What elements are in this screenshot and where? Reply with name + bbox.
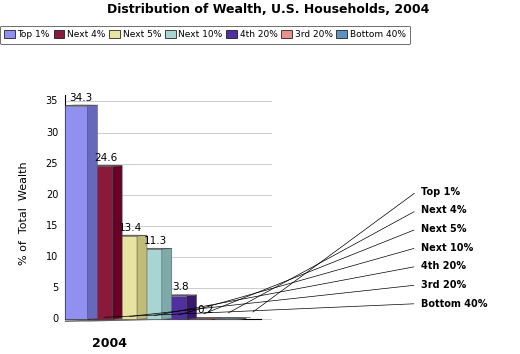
- Polygon shape: [162, 248, 172, 319]
- Text: 30: 30: [46, 127, 58, 137]
- Ellipse shape: [190, 317, 220, 318]
- Text: Bottom 40%: Bottom 40%: [421, 299, 488, 309]
- Title: Distribution of Wealth, U.S. Households, 2004: Distribution of Wealth, U.S. Households,…: [107, 2, 429, 16]
- Polygon shape: [89, 166, 112, 319]
- Ellipse shape: [116, 235, 146, 236]
- Polygon shape: [114, 235, 147, 236]
- Polygon shape: [139, 248, 172, 249]
- Text: 24.6: 24.6: [94, 153, 118, 163]
- Polygon shape: [114, 236, 137, 319]
- Polygon shape: [112, 166, 122, 319]
- Text: 3.8: 3.8: [172, 282, 189, 292]
- Text: 11.3: 11.3: [144, 236, 167, 246]
- Text: 2004: 2004: [93, 337, 127, 350]
- Text: 25: 25: [46, 159, 58, 169]
- Polygon shape: [65, 318, 251, 321]
- Text: Top 1%: Top 1%: [421, 187, 460, 197]
- Text: 0.2: 0.2: [197, 305, 213, 315]
- Text: Next 10%: Next 10%: [421, 242, 473, 253]
- Polygon shape: [87, 105, 97, 319]
- Ellipse shape: [67, 105, 96, 106]
- Text: 15: 15: [46, 221, 58, 231]
- Polygon shape: [164, 295, 197, 296]
- Polygon shape: [187, 295, 197, 319]
- Text: % of  Total  Wealth: % of Total Wealth: [19, 162, 29, 265]
- Polygon shape: [137, 235, 147, 319]
- Text: 35: 35: [46, 96, 58, 107]
- Text: 34.3: 34.3: [70, 93, 93, 103]
- Ellipse shape: [165, 295, 195, 296]
- Ellipse shape: [91, 165, 121, 166]
- Polygon shape: [164, 296, 187, 319]
- Text: 5: 5: [52, 283, 58, 293]
- Text: 4th 20%: 4th 20%: [421, 261, 466, 271]
- Polygon shape: [189, 318, 212, 319]
- Text: 0: 0: [52, 314, 58, 324]
- Legend: Top 1%, Next 4%, Next 5%, Next 10%, 4th 20%, 3rd 20%, Bottom 40%: Top 1%, Next 4%, Next 5%, Next 10%, 4th …: [0, 25, 410, 44]
- Text: 10: 10: [46, 252, 58, 262]
- Polygon shape: [65, 105, 97, 106]
- Text: Next 5%: Next 5%: [421, 224, 466, 234]
- Polygon shape: [212, 318, 222, 319]
- Polygon shape: [139, 249, 162, 319]
- Ellipse shape: [141, 248, 170, 249]
- Polygon shape: [65, 106, 87, 319]
- Text: 3rd 20%: 3rd 20%: [421, 280, 466, 290]
- Text: Next 4%: Next 4%: [421, 205, 466, 215]
- Text: 13.4: 13.4: [119, 223, 142, 233]
- Text: 20: 20: [46, 190, 58, 200]
